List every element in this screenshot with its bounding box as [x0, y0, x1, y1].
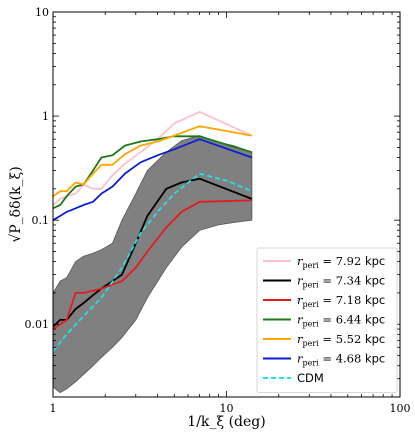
y-tick-label: 10	[35, 6, 49, 19]
y-tick-label: 0.1	[32, 214, 50, 227]
x-axis-label: 1/k_ξ (deg)	[187, 414, 265, 430]
y-tick-label: 0.01	[25, 318, 50, 331]
series-line-5	[52, 138, 253, 221]
series-line-6	[52, 172, 253, 352]
x-tick-label: 10	[220, 402, 234, 415]
x-tick-label: 1	[50, 402, 57, 415]
series-line-2	[52, 199, 252, 330]
legend-label: rperi = 7.18 kpc	[297, 293, 385, 309]
legend-label: rperi = 7.34 kpc	[297, 274, 385, 290]
legend-box	[256, 247, 398, 393]
cdm-scatter-band	[52, 135, 253, 394]
legend: rperi = 7.92 kpc rperi = 7.34 kpc rperi = …	[256, 247, 398, 393]
legend-label: CDM	[297, 371, 324, 385]
legend-label: rperi = 6.44 kpc	[297, 313, 385, 329]
series-lines	[52, 110, 253, 352]
legend-label: rperi = 5.52 kpc	[297, 332, 385, 348]
series-line-4	[52, 125, 253, 197]
y-tick-label: 1	[42, 110, 49, 123]
y-axis-label: √P_δδ(k_ξ)	[8, 166, 24, 242]
axis-ticks: 1 10 100 0.01 0.1 1 10	[25, 6, 411, 415]
legend-label: rperi = 7.92 kpc	[297, 254, 385, 270]
legend-label: rperi = 4.68 kpc	[297, 352, 385, 368]
cdm-band-area	[52, 135, 253, 394]
x-tick-label: 100	[390, 402, 411, 415]
